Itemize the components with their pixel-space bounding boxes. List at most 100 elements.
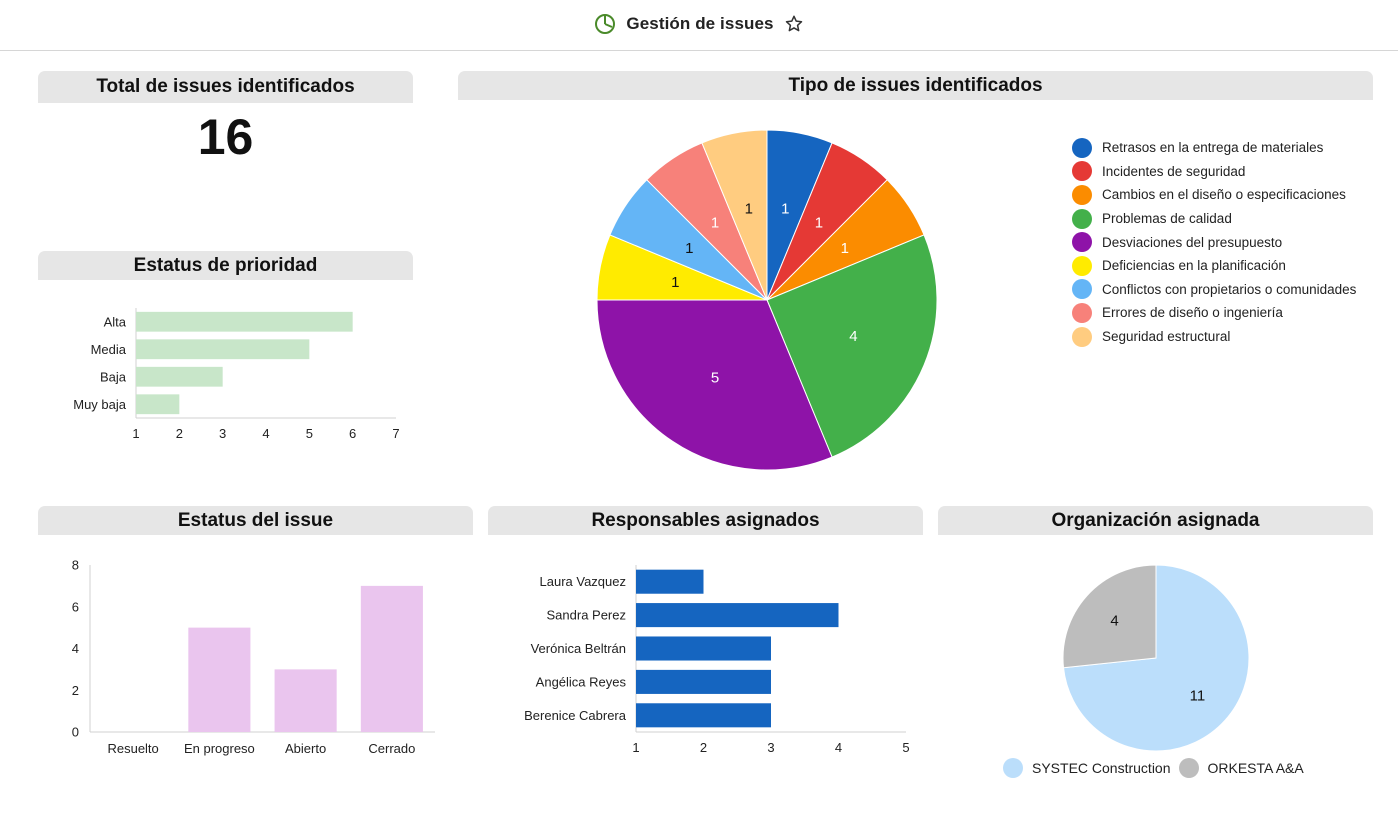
legend-swatch <box>1072 326 1092 347</box>
legend-label: SYSTEC Construction <box>1032 760 1171 776</box>
top-bar: Gestión de issues <box>0 0 1398 51</box>
pie-slice <box>1062 564 1157 669</box>
slice-value-label: 1 <box>745 200 753 217</box>
category-label: Berenice Cabrera <box>524 708 627 723</box>
tick-label: 3 <box>219 426 226 441</box>
category-label: Angélica Reyes <box>536 674 627 689</box>
legend-label: Cambios en el diseño o especificaciones <box>1102 187 1346 203</box>
tick-label: 7 <box>392 426 399 441</box>
bar <box>274 669 337 732</box>
panel-header-priority: Estatus de prioridad <box>38 251 413 280</box>
star-outline-icon[interactable] <box>784 14 804 34</box>
tick-label: 2 <box>72 683 79 698</box>
legend-item[interactable]: Cambios en el diseño o especificaciones <box>1072 183 1392 207</box>
issue-types-legend: Retrasos en la entrega de materiales Inci… <box>1072 136 1392 348</box>
bar <box>636 569 704 594</box>
legend-label: ORKESTA A&A <box>1207 760 1304 776</box>
pie-slice <box>701 129 768 301</box>
legend-item[interactable]: Problemas de calidad <box>1072 207 1392 231</box>
legend-swatch <box>1072 137 1092 158</box>
legend-swatch <box>1003 758 1023 778</box>
organization-pie-chart: 11 4 <box>1062 564 1250 752</box>
bar <box>136 339 310 360</box>
legend-label: Problemas de calidad <box>1102 211 1232 227</box>
category-label: Muy baja <box>73 397 127 412</box>
tick-label: 5 <box>306 426 313 441</box>
legend-item[interactable]: Conflictos con propietarios o comunidade… <box>1072 278 1392 302</box>
legend-item[interactable]: Desviaciones del presupuesto <box>1072 230 1392 254</box>
slice-value-label: 4 <box>849 328 857 345</box>
category-label: Sandra Perez <box>547 608 627 623</box>
panel-title-priority: Estatus de prioridad <box>133 254 318 276</box>
bar <box>360 585 423 732</box>
category-label: Alta <box>104 314 127 329</box>
tick-label: 1 <box>132 426 139 441</box>
legend-label: Deficiencias en la planificación <box>1102 258 1286 274</box>
panel-header-org: Organización asignada <box>938 506 1373 535</box>
slice-value-label: 1 <box>711 214 719 231</box>
legend-item[interactable]: Incidentes de seguridad <box>1072 160 1392 184</box>
bar <box>136 366 223 387</box>
bar <box>136 311 353 332</box>
slice-value-label: 4 <box>1110 613 1118 630</box>
panel-title-org: Organización asignada <box>1051 509 1260 531</box>
legend-item[interactable]: SYSTEC Construction <box>1003 758 1171 778</box>
slice-value-label: 1 <box>671 274 679 291</box>
tick-label: 6 <box>72 599 79 614</box>
legend-label: Retrasos en la entrega de materiales <box>1102 140 1324 156</box>
panel-header-status: Estatus del issue <box>38 506 473 535</box>
bar <box>636 703 771 728</box>
legend-swatch <box>1072 279 1092 300</box>
tick-label: 1 <box>632 740 639 755</box>
tick-label: 5 <box>902 740 909 755</box>
bar <box>136 394 180 415</box>
legend-item[interactable]: Seguridad estructural <box>1072 325 1392 349</box>
category-label: Baja <box>100 369 127 384</box>
category-label: Abierto <box>285 741 326 756</box>
slice-value-label: 1 <box>781 200 789 217</box>
tick-label: 4 <box>262 426 269 441</box>
panel-header-types: Tipo de issues identificados <box>458 71 1373 100</box>
legend-item[interactable]: Deficiencias en la planificación <box>1072 254 1392 278</box>
bar <box>636 636 771 661</box>
legend-item[interactable]: ORKESTA A&A <box>1178 758 1304 778</box>
page-title: Gestión de issues <box>626 14 774 33</box>
pie-slice <box>596 299 833 471</box>
legend-label: Incidentes de seguridad <box>1102 163 1246 179</box>
legend-swatch <box>1072 232 1092 253</box>
legend-label: Seguridad estructural <box>1102 329 1231 345</box>
legend-swatch <box>1178 758 1199 778</box>
legend-label: Errores de diseño o ingeniería <box>1102 305 1283 321</box>
category-label: Cerrado <box>368 741 415 756</box>
tick-label: 6 <box>349 426 356 441</box>
total-issues-value: 16 <box>197 109 254 165</box>
panel-title-owners: Responsables asignados <box>591 509 820 531</box>
bar <box>188 627 251 732</box>
panel-header-owners: Responsables asignados <box>488 506 923 535</box>
tick-label: 2 <box>176 426 183 441</box>
tick-label: 4 <box>72 641 79 656</box>
legend-swatch <box>1072 255 1092 276</box>
slice-value-label: 11 <box>1190 687 1206 704</box>
slice-value-label: 1 <box>815 214 823 231</box>
tick-label: 8 <box>72 558 79 573</box>
category-label: En progreso <box>184 741 255 756</box>
panel-title-total: Total de issues identificados <box>96 76 355 97</box>
legend-item[interactable]: Errores de diseño o ingeniería <box>1072 301 1392 325</box>
legend-swatch <box>1072 208 1092 229</box>
legend-label: Conflictos con propietarios o comunidade… <box>1102 281 1357 297</box>
slice-value-label: 5 <box>711 370 719 387</box>
bar <box>636 603 839 628</box>
tick-label: 4 <box>835 740 842 755</box>
issue-status-chart: 0 2 4 6 8 Resuelto En progreso Abierto Cerrado <box>72 558 435 756</box>
panel-title-status: Estatus del issue <box>177 509 334 531</box>
priority-chart: Alta Media Baja Muy baja 1 2 3 4 5 6 7 <box>73 308 400 441</box>
category-label: Media <box>91 342 127 357</box>
category-label: Laura Vazquez <box>540 574 627 589</box>
legend-swatch <box>1072 184 1092 205</box>
legend-swatch <box>1072 161 1092 182</box>
legend-swatch <box>1072 302 1092 323</box>
legend-item[interactable]: Retrasos en la entrega de materiales <box>1072 136 1392 160</box>
panel-header-total: Total de issues identificados <box>38 71 413 103</box>
